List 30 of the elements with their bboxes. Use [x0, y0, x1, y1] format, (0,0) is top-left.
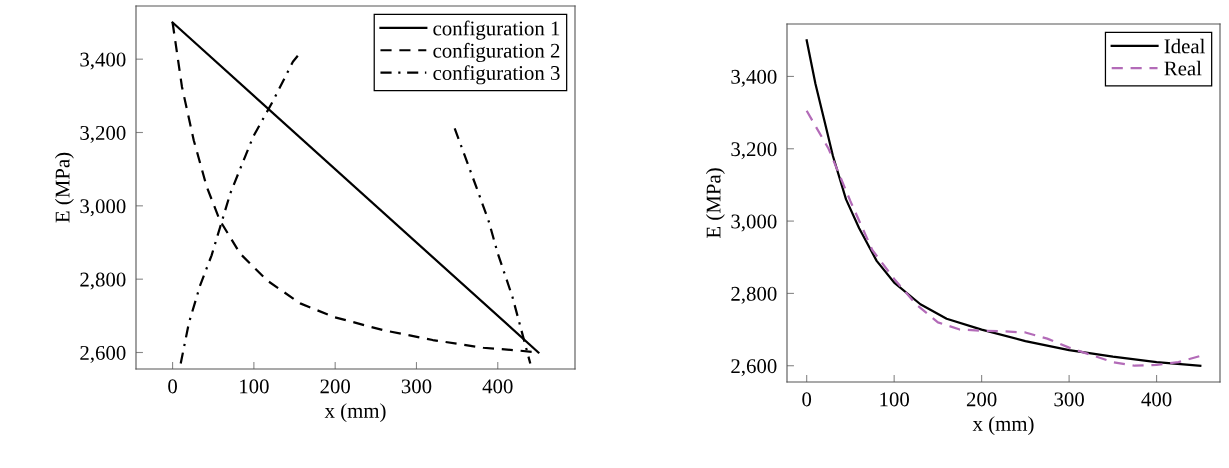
- x-tick-label: 0: [802, 392, 812, 407]
- y-tick-label: 3,000: [80, 199, 126, 217]
- x-axis-title: x (mm): [324, 403, 386, 423]
- legend-label: Ideal: [1164, 38, 1205, 54]
- x-tick-label: 300: [1054, 392, 1084, 407]
- y-tick-label: 3,200: [80, 125, 126, 143]
- line-series: [805, 109, 1202, 367]
- y-axis-title: E (MPa): [54, 152, 74, 223]
- y-tick-label: 2,600: [731, 359, 777, 377]
- y-tick-label: 2,800: [731, 286, 777, 304]
- y-tick-label: 3,400: [80, 52, 126, 70]
- x-tick-label: 400: [1141, 392, 1172, 407]
- x-tick-label: 100: [240, 379, 269, 394]
- x-tick-label: 400: [482, 379, 513, 394]
- x-tick-label: 100: [880, 392, 909, 407]
- legend-label: configuration 2: [433, 42, 560, 63]
- y-tick-label: 2,800: [80, 272, 126, 290]
- y-tick-label: 3,200: [731, 142, 777, 160]
- x-axis-title: x (mm): [972, 416, 1034, 436]
- legend-label: configuration 1: [433, 20, 560, 40]
- x-tick-label: 200: [966, 392, 997, 407]
- x-tick-label: 0: [168, 379, 177, 394]
- y-tick-label: 2,600: [80, 345, 126, 363]
- x-tick-label: 300: [401, 379, 432, 394]
- y-axis-title: E (MPa): [705, 168, 725, 238]
- x-tick-label: 200: [320, 379, 351, 394]
- y-tick-label: 3,400: [731, 69, 777, 87]
- legend-label: Real: [1164, 60, 1202, 76]
- legend-label: configuration 3: [433, 65, 560, 85]
- y-tick-label: 3,000: [731, 214, 777, 232]
